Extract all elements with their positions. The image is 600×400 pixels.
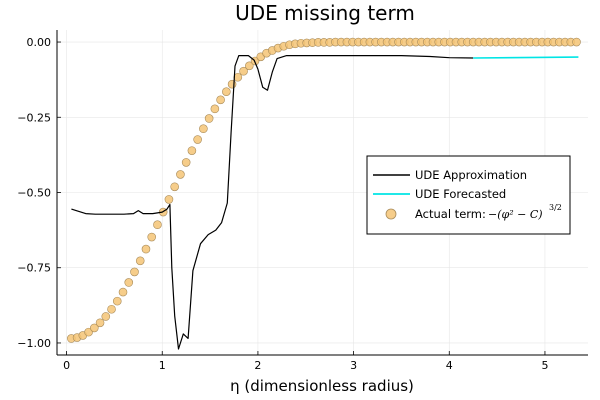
legend: UDE Approximation UDE Forecasted Actual … <box>366 155 571 235</box>
ude-forecasted-line <box>473 56 579 59</box>
x-tick-label: 5 <box>541 359 548 372</box>
actual-term-point <box>199 124 208 134</box>
actual-term-point <box>216 95 225 105</box>
y-tick-label: −0.25 <box>17 111 51 124</box>
actual-term-point <box>239 66 248 76</box>
x-tick-label: 4 <box>446 359 453 372</box>
actual-term-point <box>181 158 191 167</box>
legend-swatch-actual-term <box>385 208 397 220</box>
actual-term-point <box>222 87 231 96</box>
legend-box <box>366 155 571 235</box>
actual-term-point <box>124 278 134 287</box>
legend-label-actual-term: Actual term: <box>415 207 486 221</box>
actual-term-point <box>107 304 116 314</box>
actual-term-point <box>112 296 122 306</box>
actual-term-point <box>84 327 93 337</box>
actual-term-point <box>90 323 99 333</box>
chart-title: UDE missing term <box>235 1 415 25</box>
legend-equation-exponent: 3/2 <box>549 203 562 212</box>
x-tick-label: 1 <box>159 359 166 372</box>
y-tick-label: −0.75 <box>17 262 51 275</box>
actual-term-point <box>245 61 254 71</box>
ude-approximation-line <box>71 55 474 350</box>
legend-equation: −(φ² − C) <box>488 208 543 221</box>
y-tick-label: 0.00 <box>27 36 52 49</box>
y-tick-label: −1.00 <box>17 337 51 350</box>
legend-label-ude-forecasted: UDE Forecasted <box>415 187 506 201</box>
x-tick-label: 2 <box>254 359 261 372</box>
actual-term-point <box>170 182 179 192</box>
actual-term-point <box>130 267 139 277</box>
actual-term-point <box>176 170 185 179</box>
series-lines <box>71 55 579 350</box>
actual-term-point <box>95 318 105 328</box>
y-tick-label: −0.50 <box>17 187 51 200</box>
actual-term-point <box>141 244 151 254</box>
actual-term-point <box>147 232 157 242</box>
legend-label-ude-approximation: UDE Approximation <box>415 168 527 182</box>
actual-term-point <box>118 287 128 297</box>
actual-term-point <box>153 220 162 229</box>
actual-term-point <box>204 114 214 123</box>
tick-labels: 0 1 2 3 4 5 0.00 −0.25 −0.50 −0.75 −1.00 <box>17 36 548 372</box>
x-tick-label: 0 <box>63 359 70 372</box>
actual-term-point <box>572 37 581 47</box>
actual-term-point <box>135 256 145 266</box>
actual-term-point <box>193 135 202 144</box>
x-axis-label: η (dimensionless radius) <box>230 377 414 395</box>
x-tick-label: 3 <box>350 359 357 372</box>
actual-term-point <box>187 146 197 155</box>
actual-term-point <box>227 79 237 89</box>
actual-term-point <box>164 195 174 204</box>
actual-term-point <box>101 312 111 321</box>
actual-term-point <box>210 104 220 114</box>
axes <box>56 30 588 356</box>
